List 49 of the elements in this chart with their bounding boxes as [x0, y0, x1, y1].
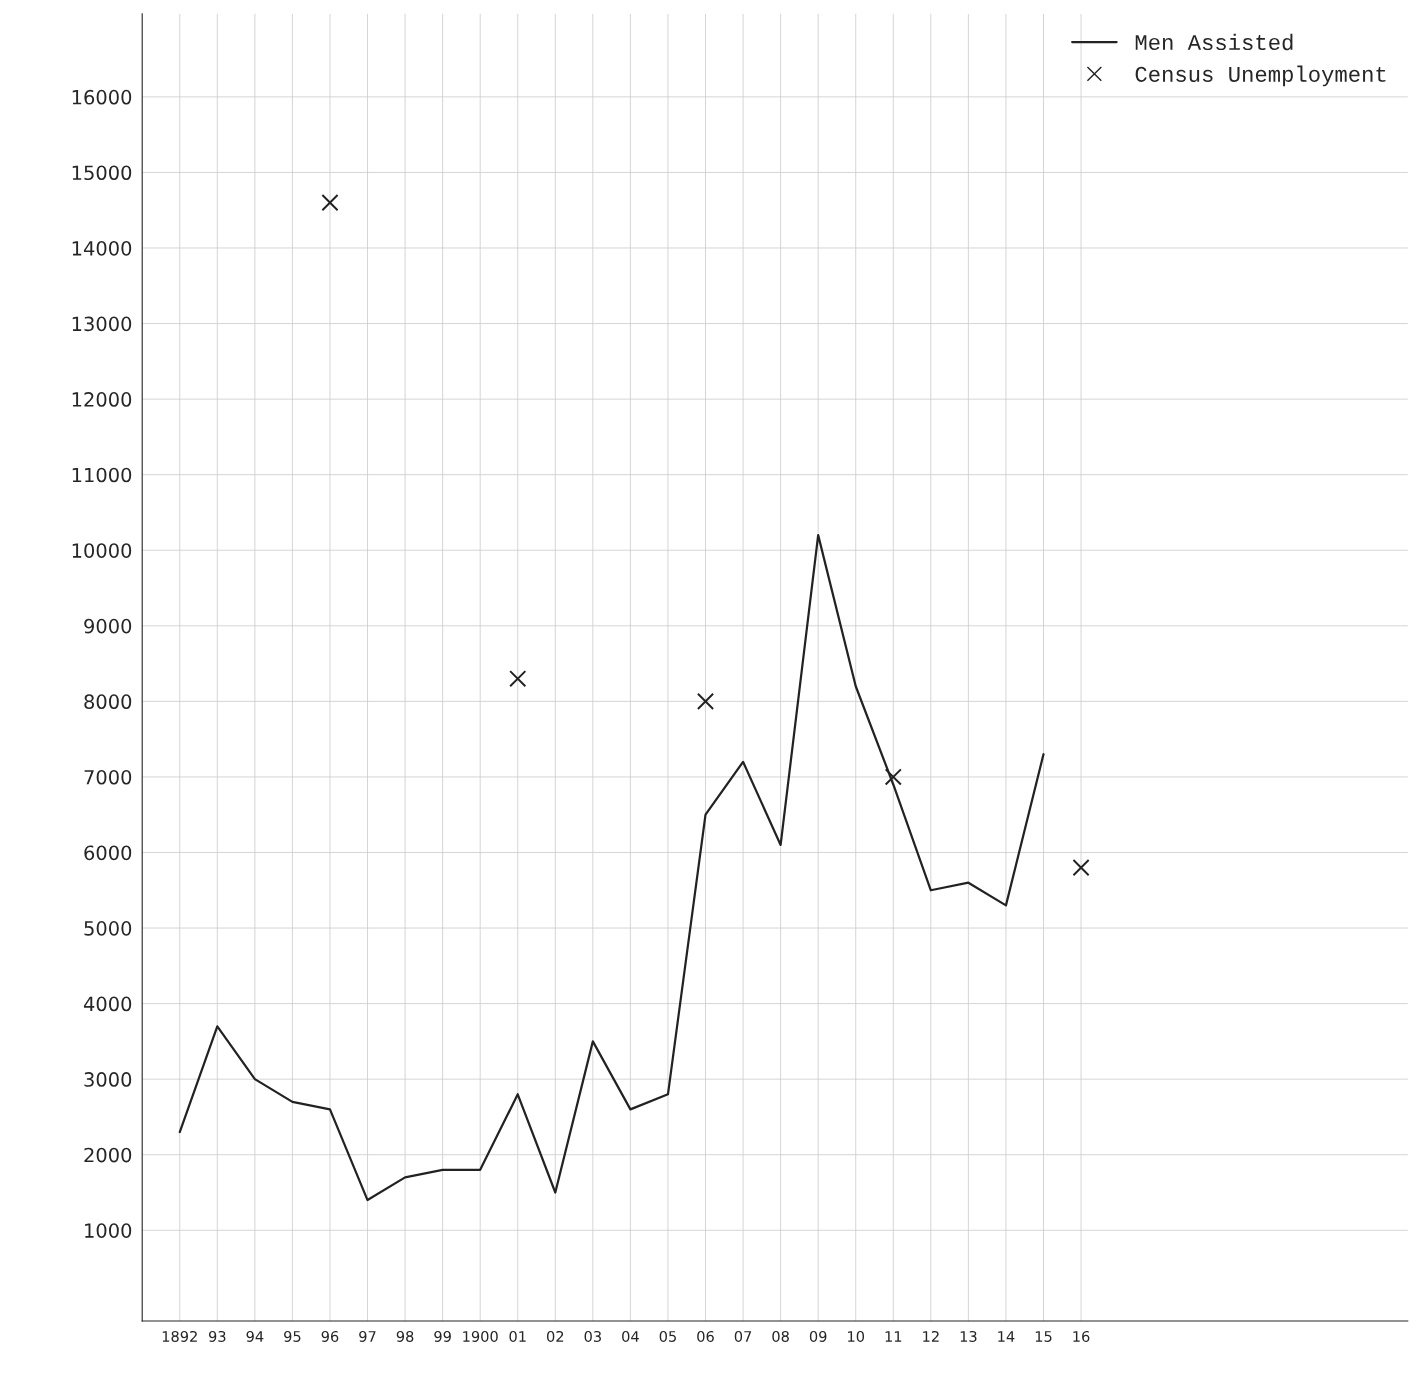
x-tick-label: 11 [885, 1331, 902, 1342]
x-tick-label: 1900 [463, 1330, 498, 1342]
line-series [178, 534, 1045, 1202]
x-tick-label: 95 [284, 1330, 301, 1342]
x-tick-label: 14 [998, 1331, 1015, 1342]
x-tick-label: 02 [546, 1330, 564, 1342]
x-tick-label: 97 [359, 1330, 376, 1342]
x-tick-label: 06 [697, 1330, 714, 1342]
x-tick-label: 04 [622, 1330, 639, 1342]
x-tick-label: 09 [809, 1330, 827, 1342]
point [696, 692, 715, 710]
y-tick-label: 1000 [85, 1223, 132, 1238]
y-tick-label: 3000 [84, 1072, 132, 1087]
x-tick-label: 07 [734, 1330, 752, 1342]
y-tick-label: 2000 [84, 1147, 132, 1163]
x-tick-label: 98 [396, 1330, 414, 1342]
y-tick-label: 6000 [84, 845, 132, 861]
y-tick-label: 10000 [72, 543, 132, 558]
y-tick-label: 5000 [84, 921, 132, 936]
point [509, 670, 527, 688]
x-tick-label: 08 [772, 1330, 789, 1342]
legend-label: Census Unemployment [1135, 65, 1386, 87]
y-tick-label: 13000 [72, 316, 132, 332]
x-tick-label: 03 [584, 1330, 601, 1342]
point [321, 194, 339, 212]
x-tick-label: 12 [923, 1330, 939, 1342]
x-tick-label: 15 [1035, 1331, 1052, 1342]
x-tick-label: 13 [960, 1330, 977, 1342]
x-tick-label: 96 [321, 1330, 339, 1342]
y-tick-label: 12000 [72, 392, 132, 407]
x-tick-label: 16 [1073, 1330, 1090, 1342]
x-tick-label: 10 [848, 1330, 865, 1342]
y-tick-label: 11000 [72, 467, 132, 483]
x-tick-label: 94 [246, 1330, 264, 1342]
x-tick-label: 01 [509, 1330, 526, 1342]
legend-label: Men Assisted [1135, 33, 1293, 51]
y-tick-label: 15000 [72, 165, 132, 181]
point [884, 768, 902, 786]
y-tick-label: 16000 [72, 89, 132, 105]
y-tick-label: 9000 [84, 618, 132, 634]
x-tick-label: 05 [659, 1330, 676, 1342]
y-tick-label: 14000 [72, 240, 132, 256]
y-tick-label: 7000 [84, 769, 132, 785]
x-tick-label: 99 [434, 1330, 451, 1342]
point [1072, 859, 1090, 877]
y-tick-label: 8000 [84, 694, 132, 710]
y-tick-label: 4000 [83, 996, 132, 1012]
x-tick-label: 93 [208, 1330, 226, 1342]
x-tick-label: 1892 [162, 1330, 197, 1342]
